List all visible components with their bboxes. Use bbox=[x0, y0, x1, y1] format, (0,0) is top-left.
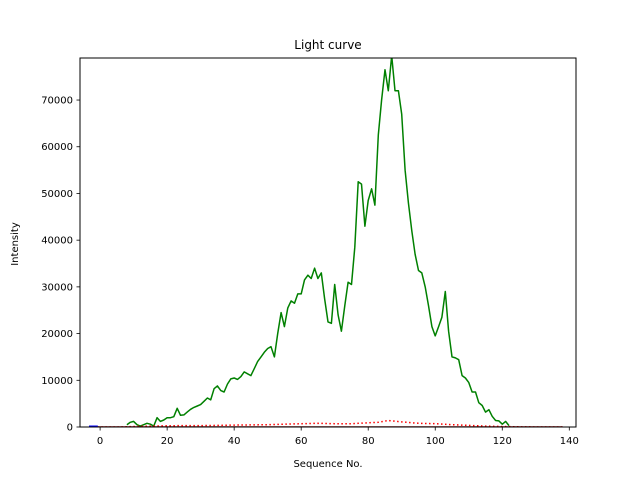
series-layer bbox=[89, 58, 563, 427]
y-tick-label: 70000 bbox=[41, 96, 73, 107]
x-axis-ticks: 0 20 40 60 80 100 120 140 bbox=[97, 427, 579, 447]
y-tick-label: 50000 bbox=[41, 189, 73, 200]
x-tick-label: 120 bbox=[493, 436, 512, 447]
y-tick-label: 20000 bbox=[41, 329, 73, 340]
y-tick-label: 30000 bbox=[41, 282, 73, 293]
x-tick-label: 40 bbox=[228, 436, 241, 447]
y-tick-label: 10000 bbox=[41, 376, 73, 387]
chart-title: Light curve bbox=[294, 38, 361, 52]
x-tick-label: 140 bbox=[560, 436, 579, 447]
y-tick-label: 60000 bbox=[41, 142, 73, 153]
y-tick-label: 0 bbox=[67, 423, 73, 434]
series-line-1 bbox=[126, 58, 510, 427]
x-tick-label: 100 bbox=[426, 436, 445, 447]
plot-frame bbox=[79, 57, 577, 428]
x-axis-label: Sequence No. bbox=[293, 459, 362, 470]
y-axis-ticks: 0 10000 20000 30000 40000 50000 60000 70000 bbox=[41, 96, 80, 434]
x-tick-label: 60 bbox=[295, 436, 308, 447]
y-tick-label: 40000 bbox=[41, 236, 73, 247]
y-axis-label: Intensity bbox=[10, 222, 21, 266]
x-tick-label: 0 bbox=[97, 436, 103, 447]
series-line-2 bbox=[93, 419, 563, 427]
x-tick-label: 80 bbox=[362, 436, 375, 447]
x-tick-label: 20 bbox=[161, 436, 174, 447]
